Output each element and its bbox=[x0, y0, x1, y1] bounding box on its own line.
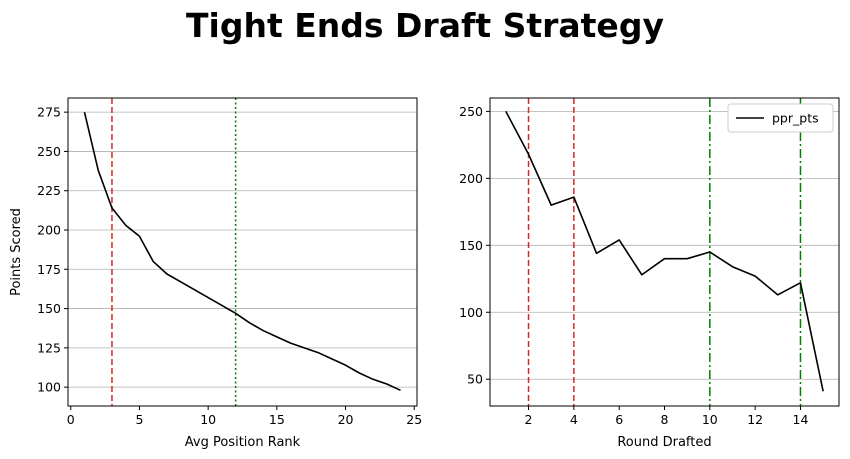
y-axis-label: Points Scored bbox=[9, 208, 24, 296]
left-chart-panel: 0 5 10 15 20 25 100 125 150 175 200 225 250 275 Avg Po… bbox=[9, 97, 422, 450]
right-chart-panel: 2 4 6 8 10 12 14 50 100 150 200 250 Round Drafted ppr… bbox=[459, 97, 840, 450]
y-tick-label: 125 bbox=[37, 340, 61, 355]
y-tick-label: 225 bbox=[37, 183, 61, 198]
y-tick-label: 250 bbox=[37, 144, 61, 159]
y-tick-label: 250 bbox=[459, 104, 483, 119]
y-tick-label: 150 bbox=[459, 238, 483, 253]
x-tick-label: 4 bbox=[570, 412, 578, 427]
x-tick-label: 10 bbox=[702, 412, 718, 427]
x-axis-label: Round Drafted bbox=[617, 435, 711, 450]
series-line bbox=[505, 111, 824, 392]
y-tick-label: 275 bbox=[37, 105, 61, 120]
x-tick-label: 8 bbox=[661, 412, 669, 427]
y-tick-label: 200 bbox=[459, 171, 483, 186]
x-tick-label: 2 bbox=[525, 412, 533, 427]
legend-label: ppr_pts bbox=[772, 111, 819, 126]
y-tick-label: 100 bbox=[37, 380, 61, 395]
x-tick-label: 5 bbox=[135, 412, 143, 427]
x-tick-label: 25 bbox=[406, 412, 422, 427]
x-tick-label: 15 bbox=[269, 412, 285, 427]
x-tick-label: 14 bbox=[793, 412, 809, 427]
y-tick-label: 100 bbox=[459, 305, 483, 320]
x-tick-label: 12 bbox=[747, 412, 763, 427]
legend-box bbox=[727, 103, 834, 133]
x-axis-label: Avg Position Rank bbox=[185, 435, 301, 450]
y-tick-label: 150 bbox=[37, 301, 61, 316]
series-line bbox=[83, 111, 401, 392]
legend: ppr_pts bbox=[727, 103, 834, 133]
figure-title: Tight Ends Draft Strategy bbox=[186, 6, 664, 45]
y-tick-label: 175 bbox=[37, 262, 61, 277]
plot-frame bbox=[489, 97, 840, 407]
y-tick-label: 200 bbox=[37, 223, 61, 238]
plot-frame bbox=[67, 97, 418, 407]
y-tick-label: 50 bbox=[467, 372, 483, 387]
x-tick-label: 0 bbox=[67, 412, 75, 427]
x-tick-label: 6 bbox=[615, 412, 623, 427]
x-tick-label: 20 bbox=[338, 412, 354, 427]
x-tick-label: 10 bbox=[200, 412, 216, 427]
